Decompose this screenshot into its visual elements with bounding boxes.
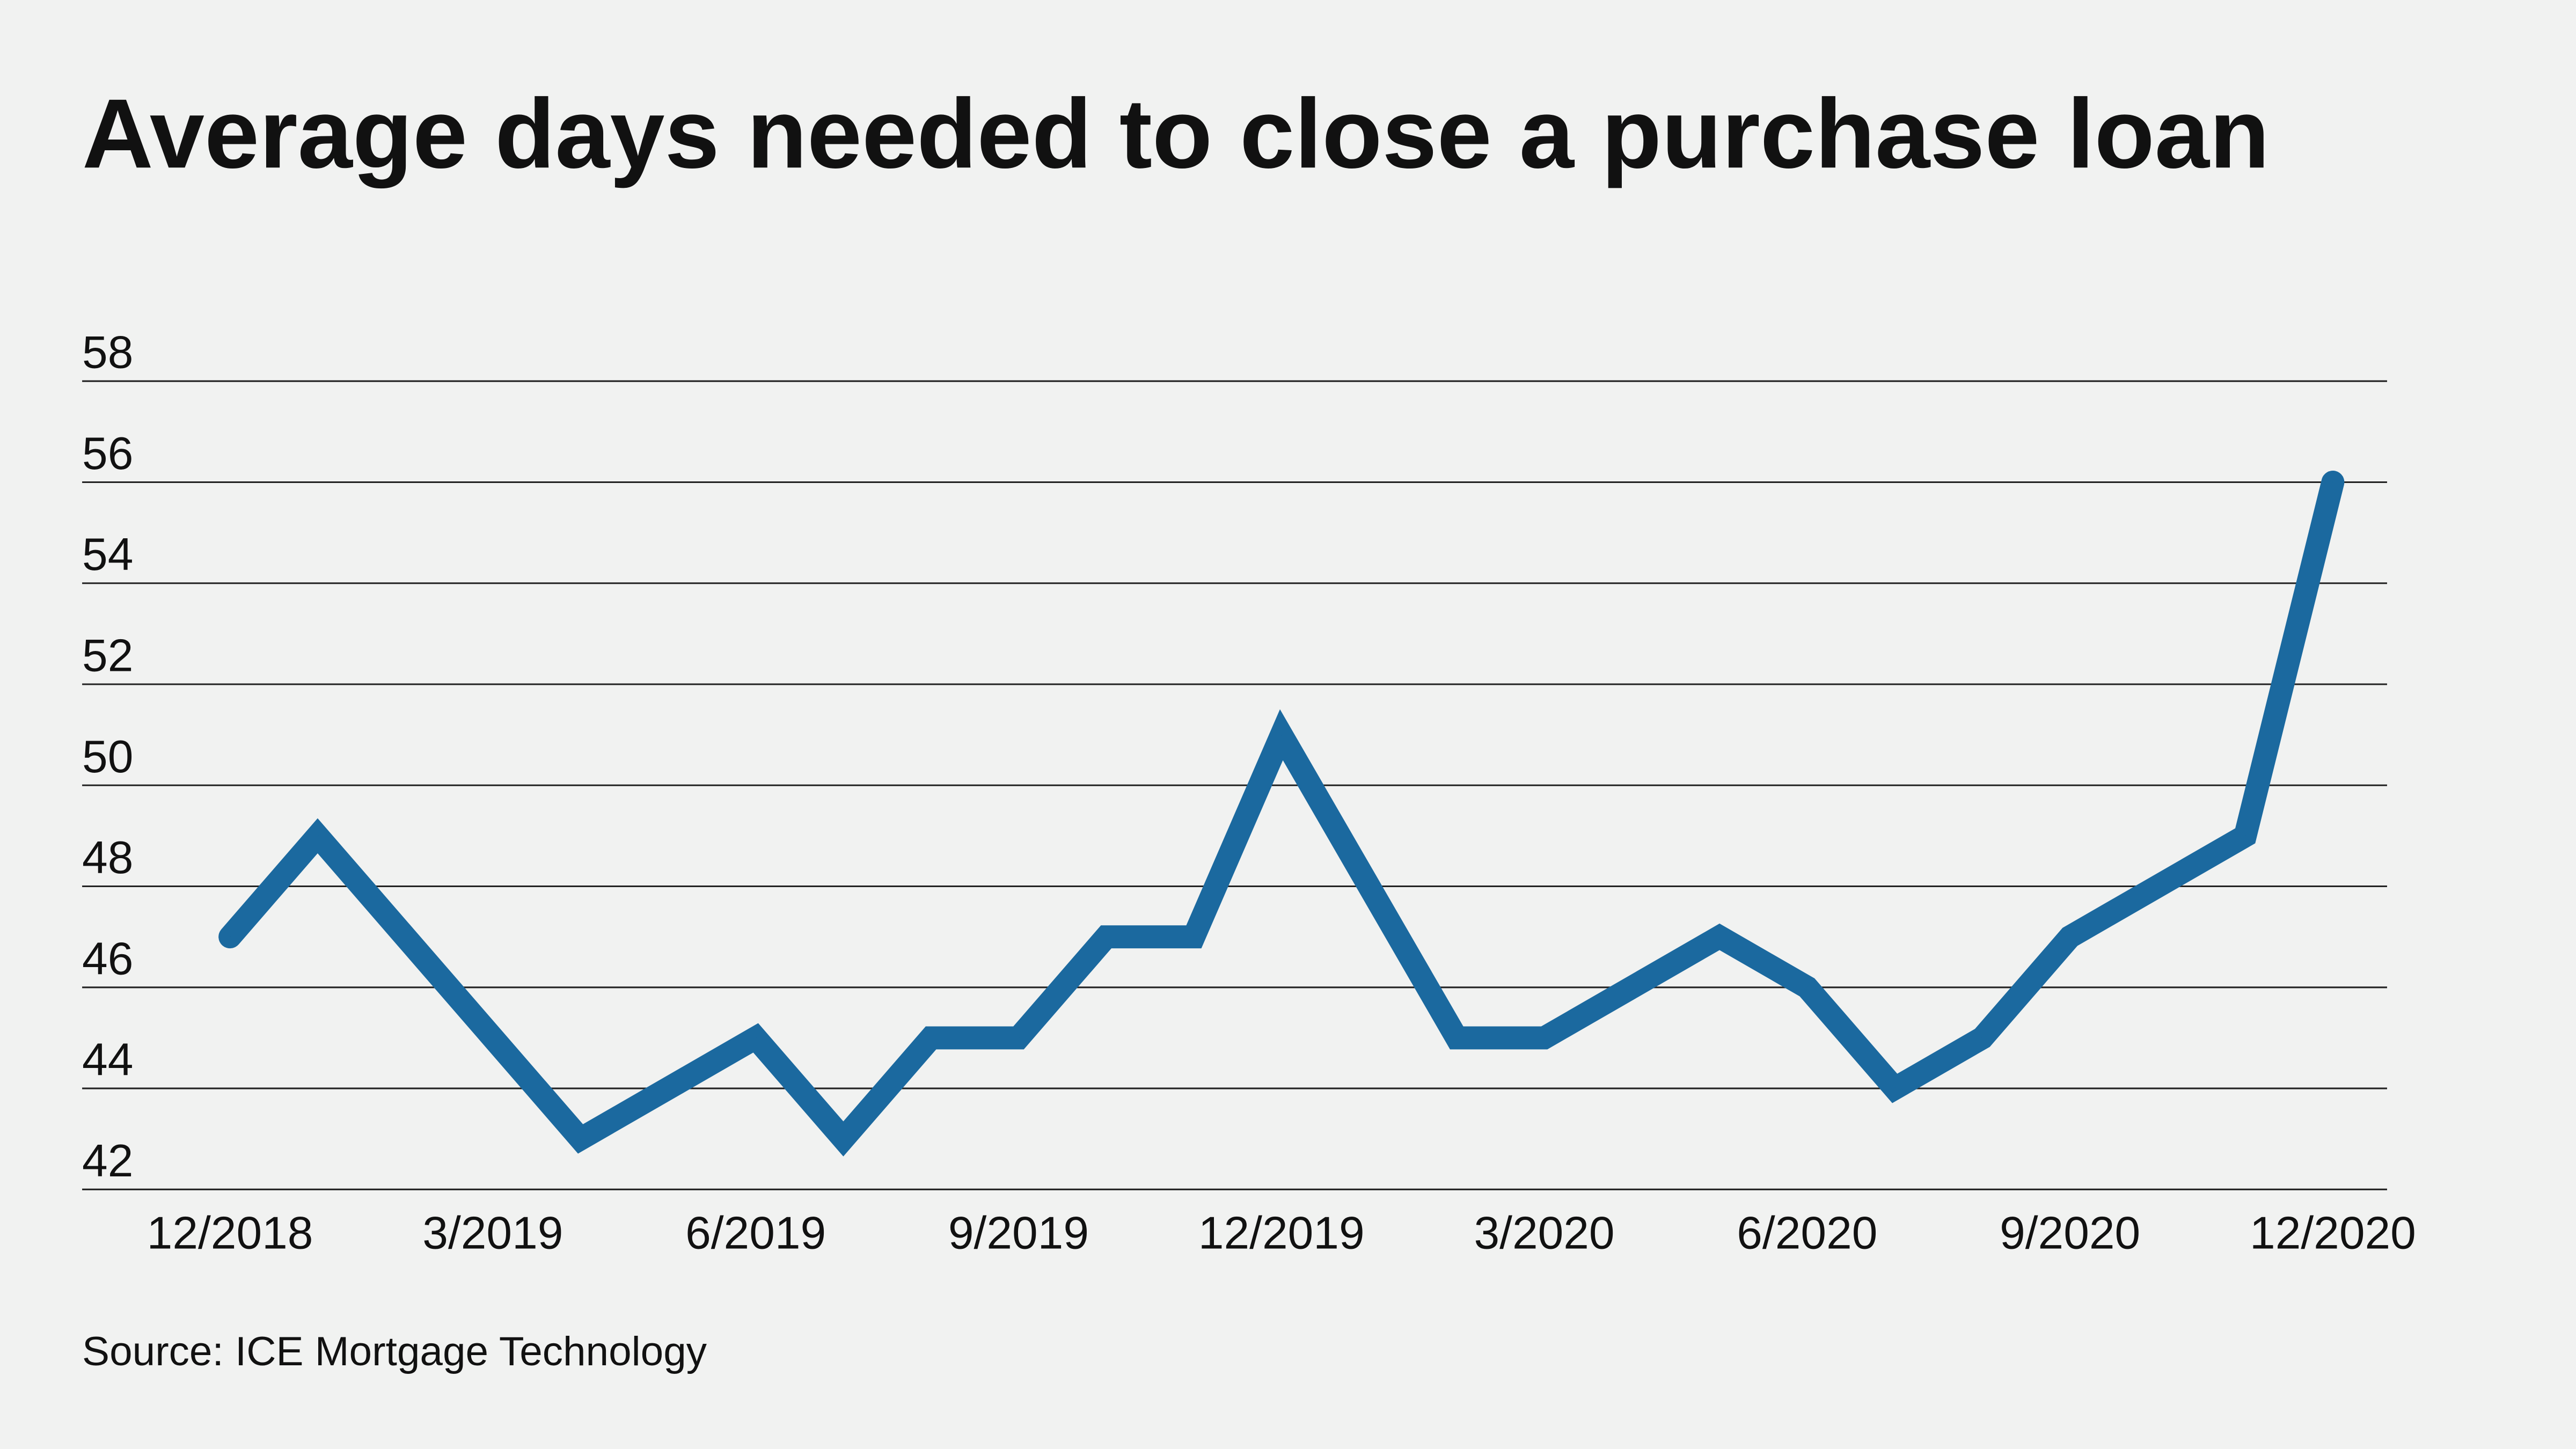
data-point: [1543, 1037, 1546, 1039]
data-point: [842, 1138, 844, 1140]
x-tick-label: 3/2020: [1474, 1208, 1614, 1259]
data-point: [1894, 1087, 1896, 1089]
y-tick-label: 46: [82, 933, 133, 984]
x-tick-label: 9/2019: [948, 1208, 1089, 1259]
data-point: [1718, 936, 1721, 938]
data-point: [2244, 835, 2246, 837]
y-tick-label: 44: [82, 1034, 133, 1086]
x-tick-label: 12/2019: [1198, 1208, 1365, 1259]
data-point: [755, 1037, 757, 1039]
source-note: Source: ICE Mortgage Technology: [82, 1329, 707, 1374]
data-point: [2156, 885, 2158, 888]
data-point: [2069, 936, 2071, 938]
data-point: [1455, 1037, 1458, 1039]
data-point: [229, 936, 231, 938]
x-tick-label: 12/2018: [147, 1208, 313, 1259]
data-point: [1192, 936, 1195, 938]
data-point: [1280, 734, 1283, 736]
data-line: [218, 471, 2345, 1157]
data-point: [1018, 1037, 1020, 1039]
data-point: [1806, 986, 1808, 989]
x-tick-label: 9/2020: [2000, 1208, 2140, 1259]
chart-title: Average days needed to close a purchase …: [82, 78, 2270, 188]
data-point: [492, 1037, 494, 1039]
data-point: [1368, 885, 1370, 888]
data-point: [404, 936, 406, 938]
data-point: [1981, 1037, 1984, 1039]
y-tick-label: 58: [82, 327, 133, 378]
data-point: [317, 835, 319, 837]
x-tick-label: 6/2020: [1737, 1208, 1877, 1259]
data-point: [2332, 481, 2334, 483]
data-point: [1631, 986, 1633, 989]
data-point: [930, 1037, 932, 1039]
x-tick-label: 12/2020: [2250, 1208, 2416, 1259]
y-tick-label: 42: [82, 1135, 133, 1187]
y-tick-label: 50: [82, 731, 133, 782]
y-tick-label: 48: [82, 832, 133, 883]
data-point: [667, 1087, 669, 1089]
y-tick-label: 56: [82, 428, 133, 479]
data-point: [1105, 936, 1107, 938]
y-tick-label: 52: [82, 630, 133, 682]
y-tick-label: 54: [82, 529, 133, 580]
x-tick-label: 3/2019: [422, 1208, 563, 1259]
data-point: [580, 1138, 582, 1140]
x-tick-label: 6/2019: [685, 1208, 826, 1259]
